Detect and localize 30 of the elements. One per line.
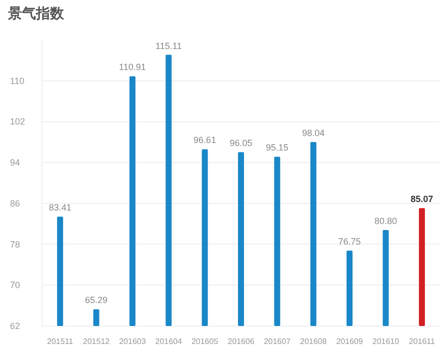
chart-title: 景气指数	[7, 5, 65, 21]
x-tick-label: 201603	[119, 337, 146, 346]
data-label: 85.07	[410, 194, 434, 204]
data-label: 110.91	[119, 62, 146, 72]
x-tick-label: 201604	[155, 337, 183, 346]
data-label: 96.05	[230, 138, 252, 148]
y-tick-label: 78	[10, 239, 20, 250]
data-label: 76.75	[338, 236, 361, 247]
y-tick-label: 62	[10, 321, 20, 331]
data-label: 95.15	[266, 142, 288, 153]
y-tick-label: 102	[10, 116, 26, 127]
data-label: 83.41	[48, 202, 72, 213]
x-tick-label: 201610	[372, 337, 400, 346]
data-label: 80.80	[374, 216, 397, 226]
data-label: 65.29	[85, 295, 108, 306]
data-label: 98.04	[302, 128, 325, 138]
data-label: 115.11	[156, 40, 182, 51]
y-tick-label: 94	[10, 158, 20, 168]
y-tick-label: 70	[10, 280, 20, 290]
x-tick-label: 201609	[336, 337, 364, 346]
x-tick-label: 201611	[408, 337, 436, 346]
data-label: 96.61	[194, 135, 216, 146]
y-tick-label: 110	[10, 76, 24, 86]
y-tick-label: 86	[10, 198, 20, 208]
x-tick-label: 201512	[82, 337, 110, 346]
x-tick-label: 201511	[47, 337, 74, 346]
x-tick-label: 201606	[228, 337, 255, 346]
x-tick-label: 201607	[264, 337, 292, 346]
x-tick-label: 201605	[191, 337, 219, 346]
x-tick-label: 201608	[300, 337, 328, 346]
